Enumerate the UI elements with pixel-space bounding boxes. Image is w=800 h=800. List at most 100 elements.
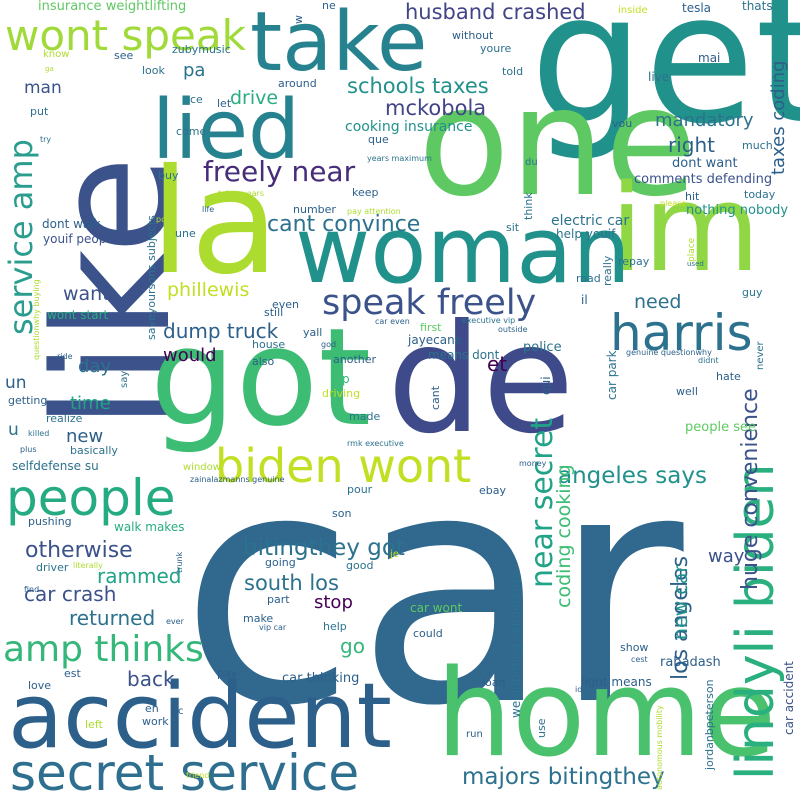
word-zainalazmanns-genuine: zainalazmanns genuine [190, 475, 285, 484]
word-light-means: light means [581, 675, 652, 689]
word-p: p [342, 372, 350, 386]
word-sit: sit [506, 221, 520, 234]
word-otherwise: otherwise [25, 538, 133, 563]
word-even: even [272, 298, 300, 311]
word-keep: keep [352, 186, 379, 199]
word-get: get [530, 0, 800, 164]
word-please: please [660, 199, 687, 208]
word-around: around [278, 77, 317, 90]
word-driver: driver [36, 561, 69, 574]
word-buy: buy [158, 169, 179, 182]
word-think: think [522, 192, 535, 220]
word-home: home [436, 645, 777, 784]
word-back: back [127, 667, 175, 691]
word-rabadash: rabadash [660, 655, 721, 670]
word-come: come [176, 125, 207, 138]
word-driving: driving [322, 387, 361, 400]
word-day: day [78, 356, 112, 377]
word-youif-people: youif people [43, 232, 118, 246]
word-made: made [349, 410, 381, 423]
word-vip-car: vip car [259, 623, 287, 632]
word-biden-wont: biden wont [215, 439, 472, 493]
word-much: much [742, 139, 773, 152]
word-make: make [243, 612, 274, 625]
word-mai: mai [698, 51, 721, 65]
word-du: du [525, 157, 538, 168]
word-nothing-nobody: nothing nobody [686, 203, 789, 218]
word-youre: youre [480, 42, 512, 55]
word-go: go [340, 634, 365, 658]
word-new: new [66, 426, 104, 447]
word-told: told [502, 65, 524, 78]
word-south-los: south los [244, 571, 339, 595]
word-majors-bitingthey: majors bitingthey [462, 764, 665, 790]
word-et: et [487, 352, 508, 376]
word-look: look [142, 64, 165, 77]
word-one: one [418, 56, 698, 230]
word-une: une [175, 227, 196, 240]
word-drive: drive [230, 87, 279, 109]
word-cant-convince: cant convince [267, 212, 421, 237]
word-life: life [202, 205, 215, 214]
word-id: id [575, 685, 583, 694]
word-still: still [264, 306, 284, 319]
word-try: try [40, 135, 52, 144]
word-car-wont: car wont [410, 601, 463, 615]
word-est: est [64, 667, 81, 680]
word-jordanbpeterson: jordanbpeterson [703, 679, 716, 770]
word-cooking-insurance: cooking insurance [345, 119, 473, 135]
word-hate: hate [716, 370, 741, 383]
word-la: la [150, 138, 280, 307]
word-thats: thats [742, 0, 773, 13]
word-left: left [85, 718, 103, 731]
word-would: would [163, 345, 217, 366]
word-car-thinking: car thinking [282, 671, 360, 686]
word-money: money [519, 459, 547, 468]
word-w: w [292, 15, 305, 24]
word-zubymusic: zubymusic [172, 43, 231, 56]
word-ebay: ebay [479, 484, 507, 497]
word-pa: pa [183, 60, 206, 81]
word-cant: cant [429, 385, 442, 410]
word-son: son [332, 507, 352, 520]
word-genuine-questionwhy: genuine questionwhy [626, 348, 712, 357]
word-means-dont: means dont [428, 348, 500, 362]
word-point: point [156, 215, 177, 224]
word-returned: returned [69, 606, 156, 630]
word-yall: yall [303, 326, 323, 339]
word-jayecane: jayecane [408, 333, 463, 347]
word-say: say [119, 370, 130, 388]
word-harris: harris [610, 304, 753, 362]
word-coding-cooking: coding cooking [553, 464, 575, 608]
word-car-even: car even [375, 317, 410, 326]
word-u: u [8, 420, 19, 440]
word-need: need [634, 291, 682, 313]
word-angeles-says: angeles says [558, 463, 707, 489]
word-wont-speak: wont speak [5, 11, 246, 60]
word-police: police [523, 340, 562, 355]
word-mckobola: mckobola [385, 96, 487, 120]
word-ever: ever [166, 617, 184, 626]
word-friend: friend [186, 771, 210, 780]
word-love: love [28, 679, 52, 692]
word-literally: literally [73, 561, 103, 570]
word-take: take [250, 0, 428, 90]
word-takes-years: takes years [218, 189, 265, 198]
word-put: put [30, 105, 49, 118]
word-taxes-coding: taxes coding [768, 60, 789, 175]
word-im: im [610, 160, 761, 299]
word-rammed: rammed [97, 564, 182, 588]
word-pay-attention: pay attention [347, 207, 401, 216]
word-part: part [267, 593, 290, 606]
word-car: car [180, 404, 684, 776]
word-bitingthey-got: bitingthey got [243, 535, 405, 561]
word-walk-makes: walk makes [114, 520, 185, 534]
word-new-car: new car [670, 564, 692, 640]
word-outside: outside [498, 325, 528, 334]
word-il: il [581, 293, 588, 307]
word-dont-want: dont want [672, 156, 738, 171]
word-lied: lied [152, 83, 301, 178]
word-husband-crashed: husband crashed [405, 0, 586, 24]
word-window: window [183, 462, 221, 473]
